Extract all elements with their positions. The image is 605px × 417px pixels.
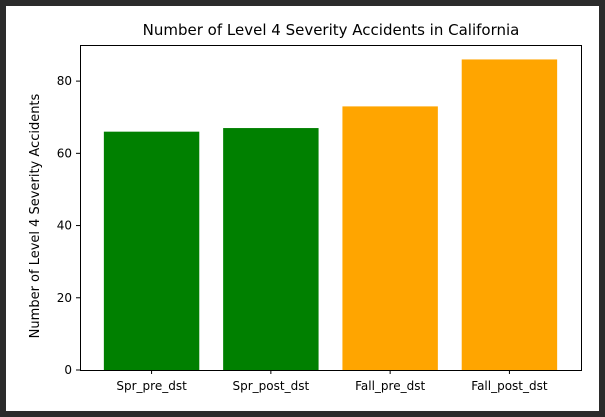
bar-spr-pre-dst [103,131,200,370]
x-tick-label: Spr_post_dst [233,379,310,393]
y-axis-label: Number of Level 4 Severity Accidents [28,93,43,338]
chart-title: Number of Level 4 Severity Accidents in … [143,21,520,39]
x-tick-label: Fall_post_dst [471,379,548,393]
plot-area-frame [80,45,582,371]
y-axis-ticks: 0 20 40 60 80 [57,74,80,377]
bar-spr-post-dst [223,128,319,370]
y-tick-label: 0 [64,363,72,377]
bar-fall-pre-dst [342,106,438,370]
x-axis-ticks: Spr_pre_dst Spr_post_dst Fall_pre_dst Fall_… [116,370,548,393]
x-tick-label: Fall_pre_dst [355,379,425,393]
y-tick-label: 60 [57,146,72,160]
y-tick-label: 40 [57,219,72,233]
y-tick-label: 20 [57,291,72,305]
x-tick-label: Spr_pre_dst [116,379,187,393]
y-tick-label: 80 [57,74,72,88]
bar-chart: Number of Level 4 Severity Accidents in … [28,21,582,393]
bars-group [103,59,558,370]
bar-fall-post-dst [461,59,558,370]
chart-figure: Number of Level 4 Severity Accidents in … [6,6,599,411]
